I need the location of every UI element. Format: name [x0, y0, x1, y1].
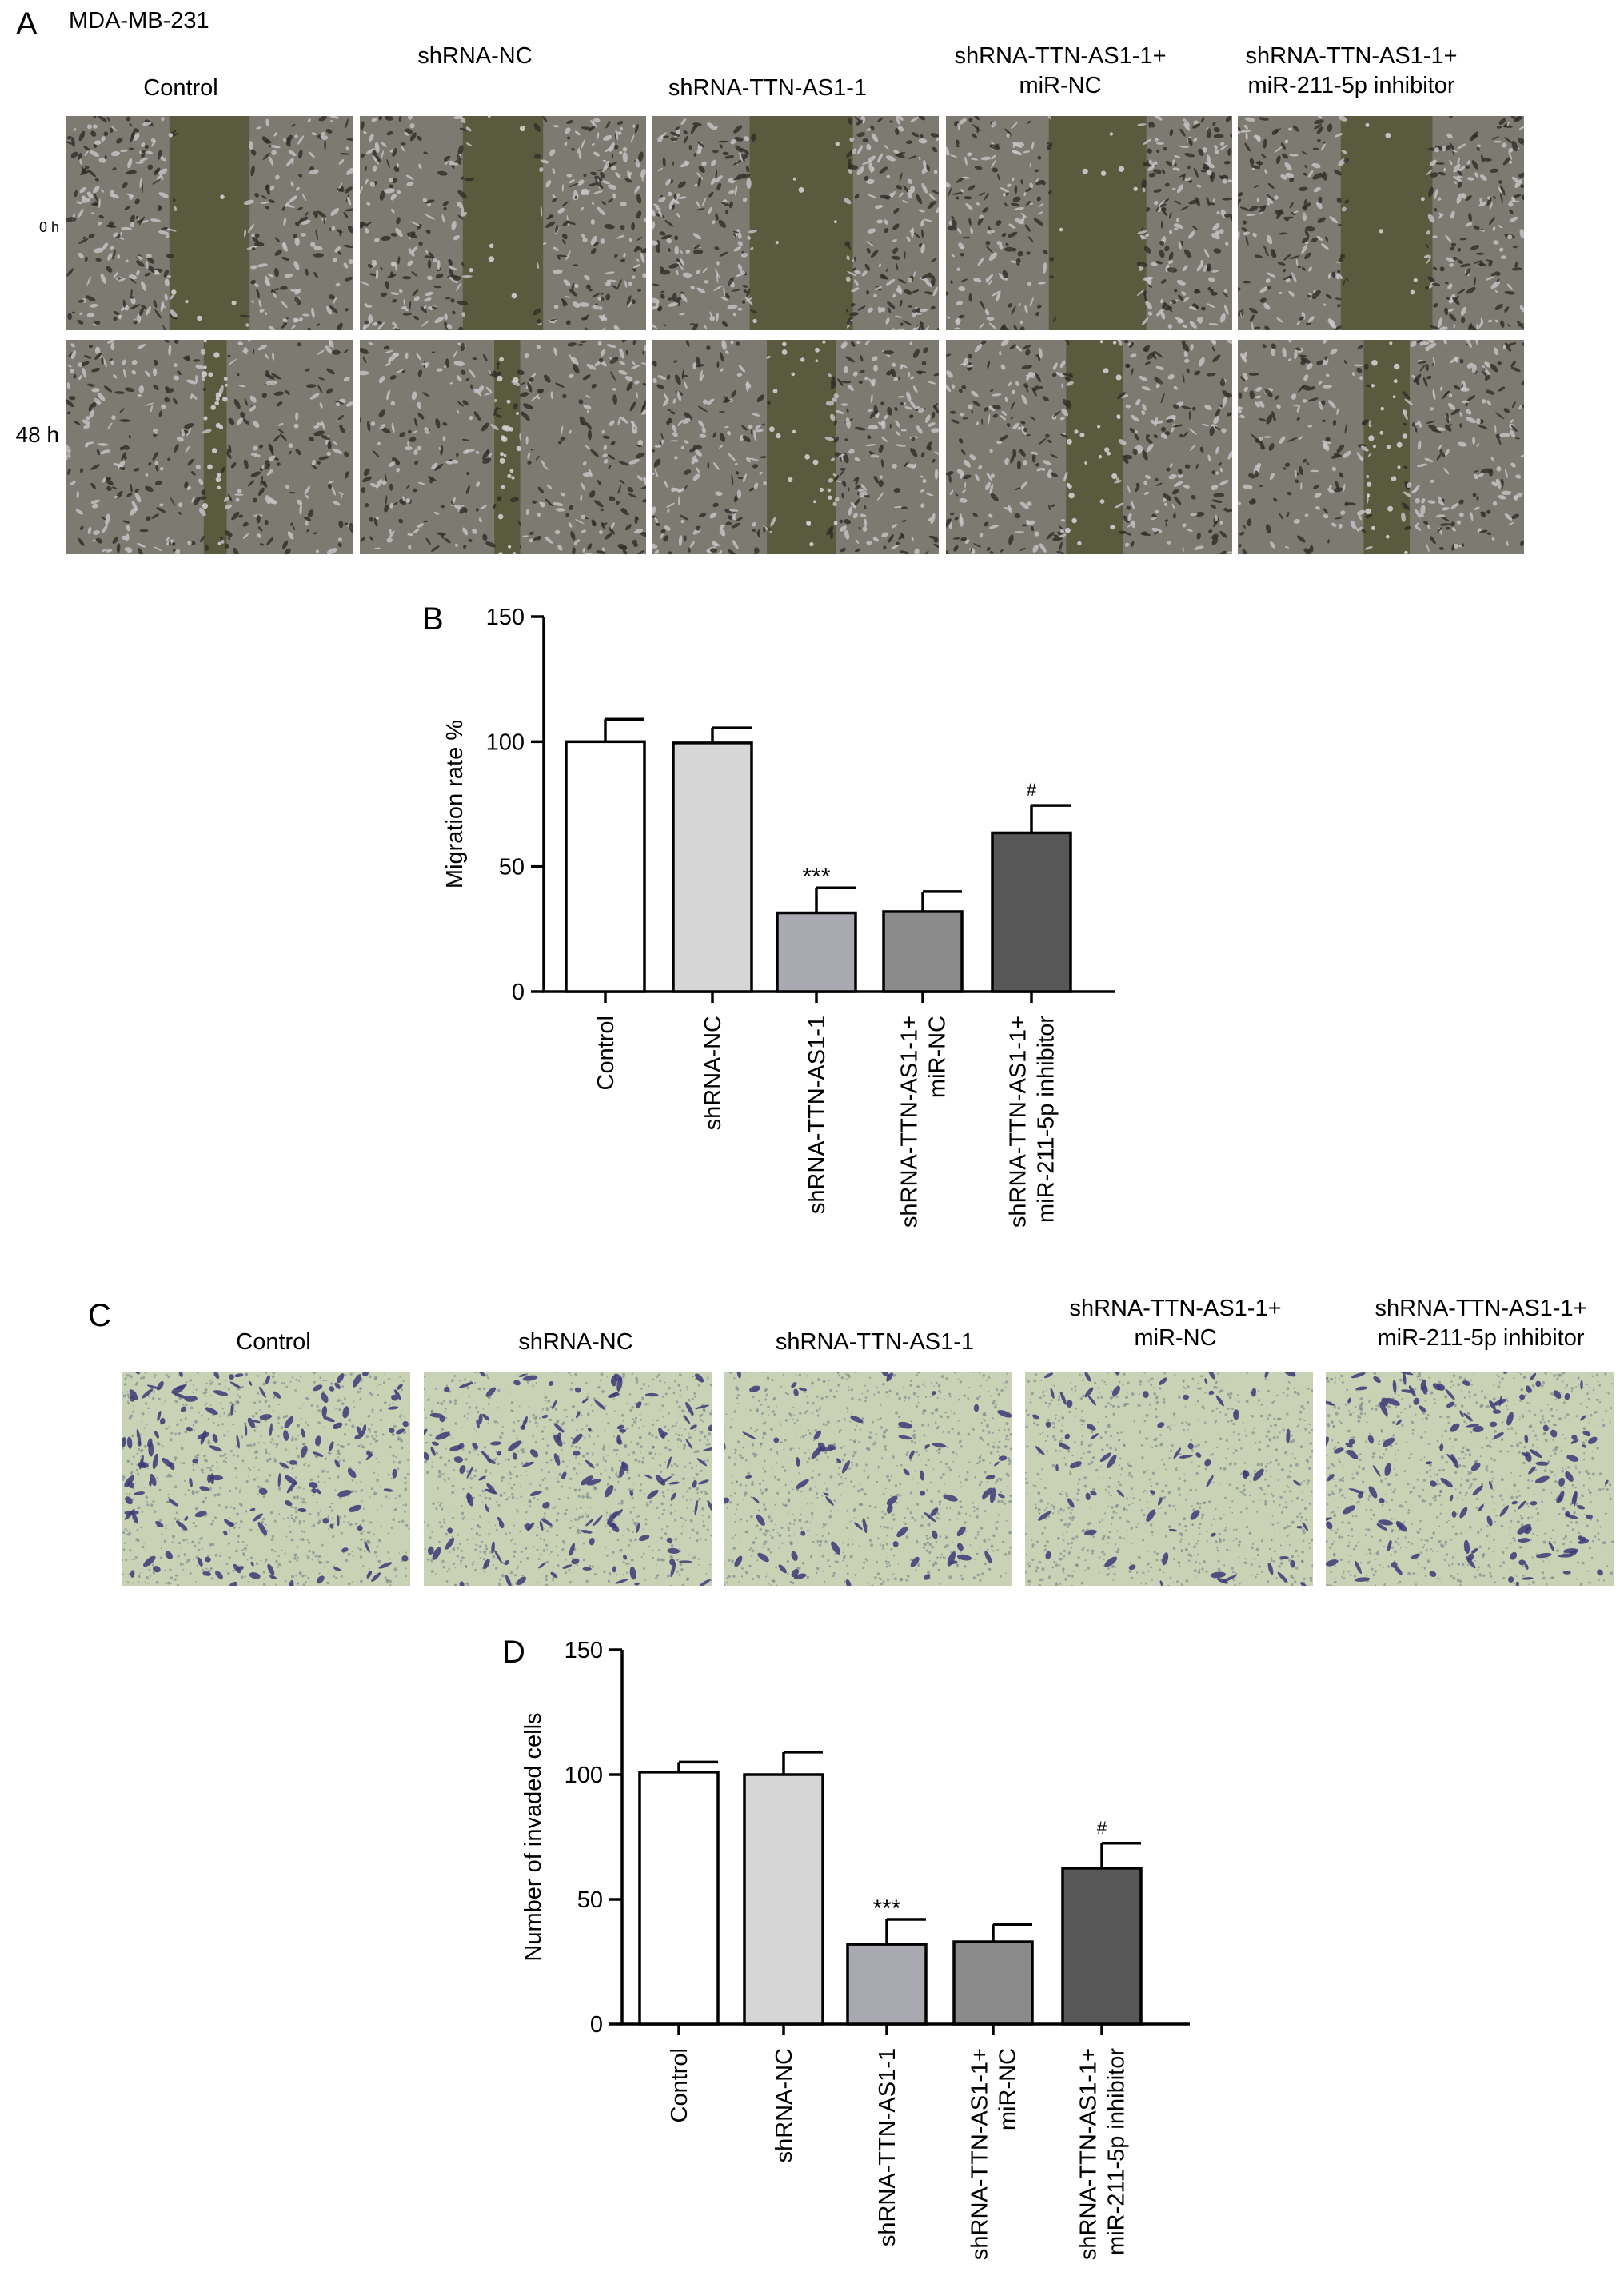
chart-letter: D [502, 1635, 525, 1670]
bar [1061, 1867, 1143, 2026]
y-axis-label: Migration rate % [442, 720, 468, 888]
x-tick-label: shRNA-NC [700, 1016, 726, 1130]
panel-c-column-label: shRNA-NC [518, 1329, 633, 1355]
panel-c-column-label: Control [236, 1329, 311, 1355]
y-tick-label: 150 [565, 1638, 603, 1663]
x-tick-label: shRNA-TTN-AS1-1+ miR-NC [968, 2048, 1021, 2260]
chart-group-b: B Migration rate % 0 50 100 150 Control shRNA-N… [422, 601, 1115, 1228]
bar [991, 831, 1072, 993]
bar [846, 1943, 928, 2026]
panel-a-column-label: shRNA-TTN-AS1-1+ miR-211-5p inhibitor [1245, 43, 1458, 99]
significance-marker: *** [802, 864, 830, 890]
x-tick-label: shRNA-TTN-AS1-1 [804, 1016, 830, 1214]
chart-group-d: D Number of invaded cells 0 50 100 150 Control… [502, 1635, 1190, 2260]
wound-healing-micrograph [946, 116, 1232, 330]
x-tick-label: shRNA-TTN-AS1-1+ miR-NC [897, 1016, 951, 1228]
bar [743, 1773, 824, 2026]
wound-healing-micrograph [360, 340, 646, 554]
x-tick-label: Control [667, 2048, 692, 2123]
panel-a-row-label: 48 h [15, 422, 60, 447]
wound-healing-micrograph [360, 116, 646, 330]
wound-healing-micrograph [66, 340, 353, 554]
bar [638, 1771, 720, 2026]
wound-healing-micrograph [652, 116, 939, 330]
wound-healing-micrograph [1238, 116, 1524, 330]
transwell-invasion-micrograph [122, 1372, 410, 1586]
x-tick-label: shRNA-TTN-AS1-1+ miR-211-5p inhibitor [1076, 2048, 1130, 2260]
bar [776, 911, 857, 993]
y-tick-label: 50 [577, 1887, 603, 1913]
wound-healing-micrograph [66, 116, 353, 330]
x-tick-label: Control [593, 1016, 619, 1091]
panel-c-column-label: shRNA-TTN-AS1-1+ miR-211-5p inhibitor [1375, 1296, 1587, 1352]
significance-marker: *** [872, 1895, 900, 1922]
x-tick-label: shRNA-TTN-AS1-1 [875, 2048, 900, 2246]
x-tick-label: shRNA-NC [772, 2048, 797, 2162]
bar [565, 740, 646, 993]
transwell-invasion-micrograph [1025, 1372, 1313, 1586]
panel-a-column-label: shRNA-TTN-AS1-1+ miR-NC [954, 43, 1167, 99]
panel-letter-c: C [88, 1298, 111, 1333]
y-tick-label: 100 [486, 729, 525, 755]
panel-a-column-label: shRNA-TTN-AS1-1 [668, 75, 868, 101]
bar [672, 741, 753, 993]
y-tick-label: 100 [565, 1763, 603, 1788]
panel-c-column-label: shRNA-TTN-AS1-1 [775, 1329, 975, 1355]
bar [882, 910, 964, 993]
cell-line-label: MDA-MB-231 [69, 8, 209, 34]
x-tick-label: shRNA-TTN-AS1-1+ miR-211-5p inhibitor [1006, 1016, 1059, 1228]
significance-marker: # [1027, 780, 1037, 800]
significance-marker: # [1097, 1818, 1107, 1838]
wound-healing-micrograph [946, 340, 1232, 554]
panel-a-row-label: 0 h [38, 219, 59, 235]
y-axis-label: Number of invaded cells [521, 1712, 546, 1961]
y-tick-label: 0 [590, 2012, 603, 2038]
transwell-invasion-micrograph [424, 1372, 712, 1586]
wound-healing-micrograph [652, 340, 939, 554]
bar [952, 1940, 1034, 2026]
panel-letter-a: A [16, 6, 38, 42]
y-tick-label: 150 [486, 605, 525, 630]
panel-a-column-label: shRNA-NC [417, 43, 533, 69]
y-tick-label: 50 [499, 855, 525, 880]
wound-healing-micrograph [1238, 340, 1524, 554]
chart-letter: B [422, 601, 444, 637]
y-tick-label: 0 [512, 980, 525, 1005]
panel-a-column-label: Control [143, 75, 218, 101]
transwell-invasion-micrograph [1326, 1372, 1614, 1586]
transwell-invasion-micrograph [724, 1372, 1012, 1586]
panel-c-column-label: shRNA-TTN-AS1-1+ miR-NC [1069, 1296, 1282, 1352]
